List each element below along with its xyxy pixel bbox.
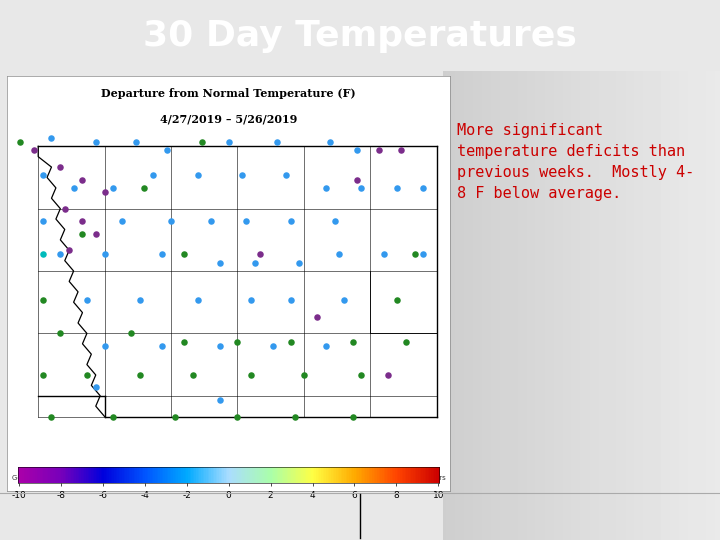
Point — [170, 412, 181, 421]
Point — [192, 296, 203, 305]
Point — [197, 138, 208, 146]
Point — [351, 175, 363, 184]
Point — [125, 329, 137, 338]
Point — [382, 370, 394, 379]
Point — [214, 396, 225, 404]
Point — [139, 184, 150, 192]
Point — [333, 250, 345, 259]
Point — [311, 313, 323, 321]
Point — [351, 146, 363, 155]
Point — [356, 184, 367, 192]
Point — [232, 412, 243, 421]
Point — [205, 217, 217, 226]
Text: Departure from Normal Temperature (F): Departure from Normal Temperature (F) — [102, 88, 356, 99]
Point — [156, 250, 168, 259]
Point — [117, 217, 128, 226]
Point — [192, 171, 203, 180]
Point — [280, 171, 292, 180]
Point — [254, 250, 266, 259]
Point — [240, 217, 252, 226]
Point — [90, 138, 102, 146]
Point — [214, 258, 225, 267]
Point — [130, 138, 141, 146]
Text: Generated 5/27/2019 ct HPRCC using provisional data.: Generated 5/27/2019 ct HPRCC using provi… — [12, 475, 203, 481]
Point — [395, 146, 407, 155]
Point — [179, 250, 190, 259]
Point — [46, 134, 58, 143]
Point — [320, 184, 332, 192]
Point — [108, 412, 120, 421]
Point — [236, 171, 248, 180]
Point — [77, 230, 89, 238]
Point — [378, 250, 390, 259]
Point — [81, 370, 93, 379]
Point — [320, 342, 332, 350]
Point — [59, 204, 71, 213]
Point — [68, 184, 79, 192]
Point — [90, 383, 102, 392]
Point — [166, 217, 177, 226]
Point — [285, 217, 297, 226]
Point — [63, 246, 75, 254]
Point — [271, 138, 283, 146]
Text: NOAA Regional Climate Centers: NOAA Regional Climate Centers — [335, 475, 446, 481]
Point — [37, 217, 48, 226]
Text: 30 Day Temperatures: 30 Day Temperatures — [143, 19, 577, 52]
Text: More significant
temperature deficits than
previous weeks.  Mostly 4-
8 F below : More significant temperature deficits th… — [457, 123, 694, 200]
Point — [55, 329, 66, 338]
Point — [267, 342, 279, 350]
Point — [14, 138, 26, 146]
Point — [187, 370, 199, 379]
Point — [329, 217, 341, 226]
Point — [356, 370, 367, 379]
Point — [108, 184, 120, 192]
Point — [294, 258, 305, 267]
Point — [156, 342, 168, 350]
Point — [325, 138, 336, 146]
Point — [37, 296, 48, 305]
Point — [245, 296, 256, 305]
Point — [418, 250, 429, 259]
Point — [99, 342, 110, 350]
Point — [214, 342, 225, 350]
Point — [289, 412, 301, 421]
Point — [148, 171, 159, 180]
Point — [81, 296, 93, 305]
Point — [77, 217, 89, 226]
Point — [391, 184, 402, 192]
Point — [90, 230, 102, 238]
Point — [232, 338, 243, 346]
Point — [245, 370, 256, 379]
Point — [400, 338, 412, 346]
Point — [161, 146, 172, 155]
Point — [391, 296, 402, 305]
Point — [37, 370, 48, 379]
Point — [418, 184, 429, 192]
Point — [223, 138, 235, 146]
Point — [37, 171, 48, 180]
Point — [46, 412, 58, 421]
Point — [347, 338, 359, 346]
Point — [134, 296, 145, 305]
Point — [249, 258, 261, 267]
Point — [409, 250, 420, 259]
Point — [55, 163, 66, 171]
Point — [285, 296, 297, 305]
Point — [179, 338, 190, 346]
Point — [285, 338, 297, 346]
Point — [99, 188, 110, 197]
Point — [99, 250, 110, 259]
Text: 4/27/2019 – 5/26/2019: 4/27/2019 – 5/26/2019 — [160, 113, 297, 124]
Point — [28, 146, 40, 155]
Point — [55, 250, 66, 259]
Point — [77, 175, 89, 184]
Point — [134, 370, 145, 379]
Point — [37, 250, 48, 259]
Point — [347, 412, 359, 421]
Point — [374, 146, 385, 155]
Point — [338, 296, 349, 305]
Point — [298, 370, 310, 379]
